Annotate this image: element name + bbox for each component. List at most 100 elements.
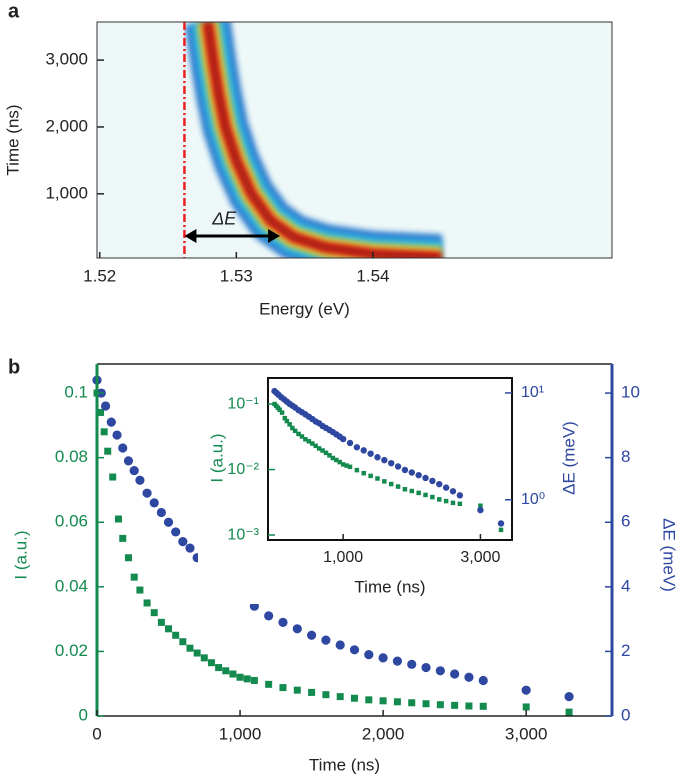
data-point bbox=[409, 488, 415, 494]
data-point bbox=[150, 609, 158, 617]
data-point bbox=[388, 459, 395, 467]
data-point bbox=[392, 656, 403, 666]
x-tick-label: 0 bbox=[92, 724, 101, 743]
data-point bbox=[442, 484, 450, 491]
data-point bbox=[401, 466, 409, 474]
data-point bbox=[172, 631, 180, 639]
data-point bbox=[497, 520, 505, 527]
data-point bbox=[320, 448, 325, 453]
data-point bbox=[149, 498, 159, 508]
data-point bbox=[379, 697, 387, 705]
data-point bbox=[361, 470, 366, 476]
data-point bbox=[422, 474, 429, 482]
data-point bbox=[123, 456, 134, 466]
data-point bbox=[303, 437, 308, 442]
y-tick-label: 10¹ bbox=[521, 384, 544, 401]
data-point bbox=[200, 654, 208, 662]
data-point bbox=[284, 418, 290, 424]
data-point bbox=[381, 456, 388, 464]
data-point bbox=[336, 693, 344, 701]
inset-y2-title: ΔE (meV) bbox=[559, 421, 578, 495]
data-point bbox=[229, 670, 237, 678]
y-tick-label: 8 bbox=[621, 447, 630, 466]
data-point bbox=[393, 698, 401, 706]
data-point bbox=[106, 417, 116, 427]
data-point bbox=[310, 441, 315, 446]
data-point bbox=[421, 662, 431, 673]
data-point bbox=[354, 467, 360, 473]
x-tick-label: 1.52 bbox=[83, 266, 116, 285]
frame bbox=[96, 21, 613, 259]
data-point bbox=[478, 675, 488, 686]
data-point bbox=[339, 435, 347, 443]
data-point bbox=[365, 696, 373, 704]
data-point bbox=[100, 428, 108, 436]
data-point bbox=[408, 469, 415, 476]
y-tick-label: 0 bbox=[621, 705, 630, 724]
x-axis-title: Time (ns) bbox=[309, 755, 380, 774]
data-point bbox=[521, 685, 531, 695]
x-tick-label: 3,000 bbox=[505, 724, 548, 743]
data-point bbox=[323, 450, 329, 456]
data-point bbox=[287, 422, 292, 427]
delta-e-label: ΔE bbox=[211, 209, 237, 229]
data-point bbox=[215, 664, 223, 672]
data-point bbox=[119, 534, 127, 542]
data-point bbox=[130, 573, 138, 581]
data-point bbox=[451, 701, 459, 709]
data-point bbox=[353, 444, 361, 451]
inset-x-title: Time (ns) bbox=[354, 577, 425, 596]
data-point bbox=[422, 700, 430, 708]
data-point bbox=[129, 465, 139, 476]
data-point bbox=[449, 488, 457, 495]
data-point bbox=[118, 443, 128, 453]
data-point bbox=[368, 473, 373, 479]
data-point bbox=[335, 640, 345, 650]
data-point bbox=[296, 431, 301, 437]
heat-band bbox=[184, 22, 443, 258]
data-point bbox=[243, 675, 251, 683]
data-point bbox=[306, 630, 317, 640]
data-point bbox=[330, 455, 336, 461]
data-point bbox=[464, 672, 474, 682]
data-point bbox=[306, 439, 312, 444]
data-point bbox=[565, 708, 573, 716]
data-point bbox=[290, 425, 295, 431]
y-tick-label: 10⁻³ bbox=[227, 526, 259, 543]
data-point bbox=[207, 659, 215, 667]
data-point bbox=[156, 507, 166, 518]
data-point bbox=[321, 635, 331, 645]
inset-y-title: I (a.u.) bbox=[207, 433, 226, 482]
data-point bbox=[364, 650, 374, 660]
data-point bbox=[313, 443, 318, 449]
data-point bbox=[299, 434, 305, 439]
y-tick-label: 0 bbox=[79, 705, 88, 724]
y-tick-label: 0.08 bbox=[55, 447, 88, 466]
y-tick-label: 0.06 bbox=[55, 512, 88, 531]
data-point bbox=[395, 484, 401, 489]
data-point bbox=[407, 659, 417, 669]
inset-background bbox=[198, 372, 552, 604]
data-point bbox=[435, 666, 445, 676]
panel-letter: a bbox=[8, 0, 20, 22]
x-tick-label: 1.53 bbox=[220, 266, 253, 285]
data-point bbox=[388, 481, 394, 487]
data-point bbox=[97, 408, 105, 416]
y-tick-label: 10⁻¹ bbox=[227, 395, 259, 412]
y-tick-label: 3,000 bbox=[45, 50, 88, 69]
y-tick-label: 0.04 bbox=[55, 576, 88, 595]
data-point bbox=[142, 488, 152, 498]
data-point bbox=[478, 503, 483, 509]
data-point bbox=[222, 667, 230, 675]
data-point bbox=[360, 447, 367, 454]
data-point bbox=[114, 515, 122, 523]
y2-axis-title: ΔE (meV) bbox=[660, 518, 679, 592]
data-point bbox=[104, 447, 112, 455]
data-point bbox=[316, 446, 322, 451]
data-point bbox=[109, 473, 117, 481]
data-point bbox=[429, 477, 436, 485]
data-point bbox=[334, 457, 339, 463]
data-point bbox=[456, 492, 464, 499]
data-point bbox=[143, 599, 151, 607]
